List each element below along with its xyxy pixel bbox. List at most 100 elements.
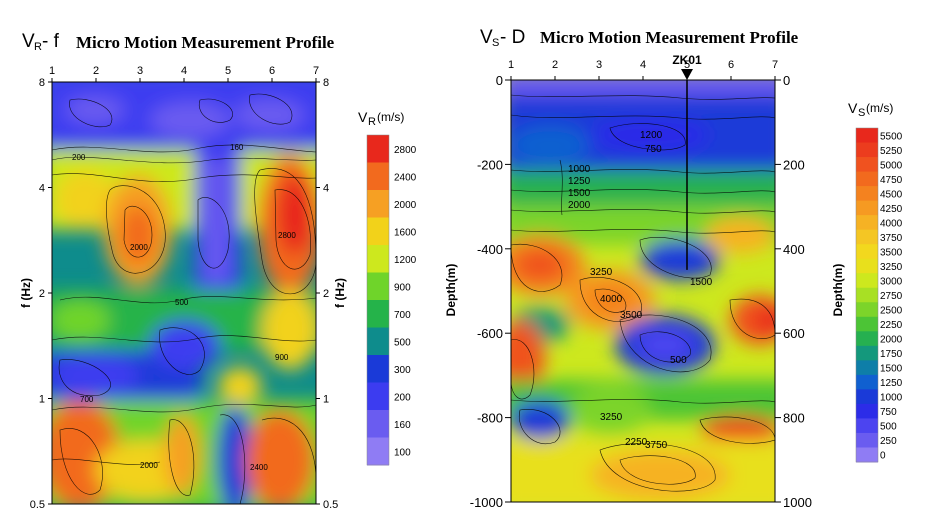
legend-swatch [367, 217, 389, 246]
y-tick-label-right: 8 [323, 77, 329, 89]
contour-label: 1200 [640, 130, 663, 141]
legend-swatch [856, 374, 878, 390]
legend-swatch [367, 355, 389, 383]
contour-label: 2400 [250, 463, 268, 472]
legend-swatch [367, 135, 389, 163]
legend-swatch [856, 171, 878, 187]
contour-label: 1500 [690, 277, 713, 288]
right-y-axis-label-right: Depth(m) [831, 264, 845, 317]
legend-label: 3000 [880, 276, 903, 287]
right-title-symbol-sub: S [492, 37, 499, 49]
right-y-axis: 0 -200 -400 -600 -800 -1000 [470, 73, 511, 510]
right-x-axis: 1 2 3 4 5 6 7 [508, 59, 778, 80]
y-tick-label-right: 1 [323, 394, 329, 406]
left-y-axis-label: f (Hz) [19, 278, 33, 308]
right-contours [511, 94, 775, 492]
x-tick-label: 1 [508, 59, 514, 71]
legend-label: 5000 [880, 160, 903, 171]
contour-label: 2000 [130, 243, 148, 252]
legend-label: 500 [394, 337, 411, 348]
contour-label: 1500 [568, 188, 591, 199]
contour-label: 200 [72, 153, 86, 162]
right-y-axis-right: 0 200 400 600 800 1000 [775, 73, 812, 510]
legend-swatch [367, 437, 389, 466]
legend-label: 1600 [394, 227, 417, 238]
x-tick-label: 4 [181, 65, 187, 77]
left-title-symbol-sub: R [34, 41, 42, 53]
left-legend-title: V [358, 109, 368, 125]
contour-label: 1000 [568, 164, 591, 175]
legend-label: 3500 [880, 247, 903, 258]
legend-swatch [856, 302, 878, 318]
legend-swatch [856, 215, 878, 231]
left-y-axis-right: 8 4 2 1 0.5 [316, 77, 338, 511]
left-contour-labels: 200 160 2000 2800 500 900 700 2000 2400 [72, 143, 296, 472]
legend-swatch [856, 316, 878, 332]
x-tick-label: 5 [225, 65, 231, 77]
left-x-axis: 1 2 3 4 5 6 7 [49, 65, 319, 82]
legend-label: 5250 [880, 146, 903, 157]
y-tick-label: 8 [39, 77, 45, 89]
y-tick-label-right: 0 [783, 73, 790, 88]
x-tick-label: 2 [552, 59, 558, 71]
legend-swatch [856, 229, 878, 245]
y-tick-label-right: 0.5 [323, 499, 338, 511]
y-tick-label-right: 800 [783, 411, 805, 426]
legend-swatch [367, 272, 389, 301]
contour-label: 4000 [600, 294, 623, 305]
legend-label: 2800 [394, 145, 417, 156]
legend-label: 750 [880, 407, 897, 418]
contour-label: 750 [645, 144, 662, 155]
left-chart: V R - f Micro Motion Measurement Profile [19, 31, 417, 511]
contour-label: 900 [275, 353, 289, 362]
legend-swatch [367, 190, 389, 218]
legend-label: 0 [880, 451, 886, 462]
legend-label: 1200 [394, 255, 417, 266]
legend-label: 300 [394, 365, 411, 376]
y-tick-label: -400 [477, 242, 503, 257]
x-tick-label: 5 [684, 59, 690, 71]
legend-label: 2000 [880, 335, 903, 346]
legend-label: 700 [394, 310, 411, 321]
legend-label: 500 [880, 422, 897, 433]
left-title-symbol: V [22, 31, 35, 52]
x-tick-label: 4 [640, 59, 646, 71]
y-tick-label: -800 [477, 411, 503, 426]
legend-swatch [367, 300, 389, 328]
legend-label: 4250 [880, 204, 903, 215]
x-tick-label: 1 [49, 65, 55, 77]
contour-label: 2000 [568, 200, 591, 211]
legend-label: 4500 [880, 189, 903, 200]
legend-swatch [367, 410, 389, 438]
contour-label: 3750 [645, 440, 668, 451]
left-contours [52, 93, 316, 504]
left-y-axis-label-right: f (Hz) [333, 278, 347, 308]
y-tick-label: 1 [39, 394, 45, 406]
right-legend-unit: (m/s) [866, 101, 893, 115]
legend-swatch [367, 327, 389, 356]
legend-label: 2500 [880, 306, 903, 317]
x-tick-label: 3 [137, 65, 143, 77]
legend-label: 900 [394, 282, 411, 293]
contour-label: 500 [175, 298, 189, 307]
right-contour-labels: 1200 750 1000 1250 1500 2000 3250 4000 3… [568, 130, 713, 451]
right-chart-title: Micro Motion Measurement Profile [540, 28, 799, 47]
right-legend-title: V [848, 100, 858, 116]
right-title-suffix: - D [500, 27, 525, 48]
right-y-axis-label: Depth(m) [444, 264, 458, 317]
legend-swatch [367, 162, 389, 191]
contour-label: 2800 [278, 231, 296, 240]
legend-label: 5500 [880, 131, 903, 142]
left-y-axis: 8 4 2 1 0.5 [30, 77, 52, 511]
y-tick-label: -600 [477, 326, 503, 341]
legend-swatch [856, 331, 878, 347]
legend-swatch [856, 360, 878, 376]
legend-label: 250 [880, 436, 897, 447]
borehole-label: ZK01 [672, 53, 702, 67]
legend-label: 4750 [880, 175, 903, 186]
y-tick-label-right: 1000 [783, 495, 812, 510]
legend-label: 100 [394, 447, 411, 458]
legend-swatch [367, 245, 389, 273]
borehole-marker [681, 69, 693, 80]
legend-swatch [856, 389, 878, 405]
